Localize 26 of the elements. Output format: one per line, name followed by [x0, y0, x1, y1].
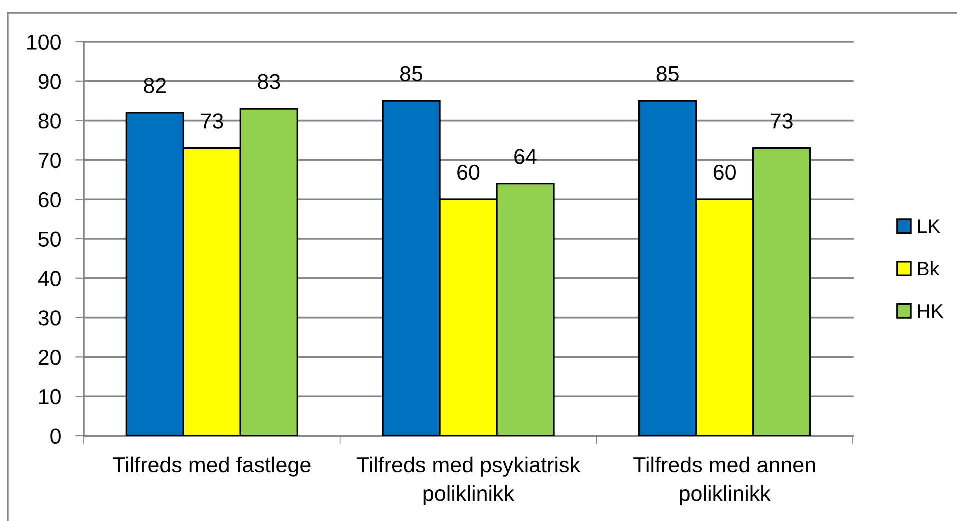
data-label: 60	[458, 164, 480, 180]
x-tick-label: Tilfreds med psykiatrisk poliklinikk	[356, 456, 581, 506]
y-tick-label: 40	[38, 271, 61, 286]
data-label: 60	[714, 164, 736, 180]
y-tick-label: 70	[38, 152, 61, 168]
legend-label: HK	[918, 304, 944, 318]
x-tick-label: Tilfreds med annen poliklinikk	[634, 456, 816, 506]
y-tick-label: 60	[38, 192, 61, 208]
data-label: 73	[201, 114, 224, 129]
y-tick-label: 100	[28, 34, 61, 50]
data-label: 64	[514, 149, 537, 164]
x-tick-label: Tilfreds med fastlege	[113, 456, 311, 477]
y-tick-label: 80	[38, 114, 61, 129]
y-tick-label: 30	[38, 310, 61, 326]
y-tick-label: 50	[38, 232, 61, 248]
y-tick-label: 90	[38, 74, 61, 90]
data-label: 82	[144, 78, 166, 94]
y-tick-label: 10	[39, 389, 61, 405]
data-label: 83	[258, 74, 280, 90]
legend-label: Bk	[918, 261, 940, 276]
data-label: 73	[770, 114, 793, 129]
data-label: 85	[656, 66, 679, 82]
y-tick-label: 0	[50, 428, 61, 444]
legend-label: LK	[918, 220, 940, 234]
y-tick-label: 20	[38, 350, 61, 366]
data-label: 85	[400, 66, 423, 82]
